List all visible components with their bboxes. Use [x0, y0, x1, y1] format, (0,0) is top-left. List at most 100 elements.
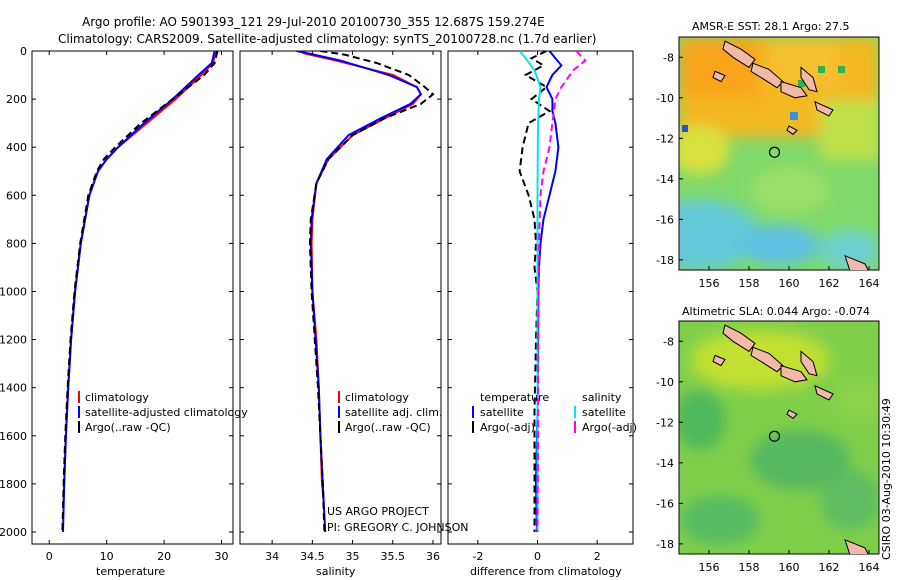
salinity-curves [296, 51, 435, 533]
temperature-curves [61, 51, 219, 533]
legend-label-salinity-satellite: satellite [582, 406, 626, 419]
sla-map-axes: 156 158 160 162 164 -8 -10 -12 -14 -16 -18 [656, 335, 879, 574]
y-tick-label: 2000 [0, 526, 27, 539]
sst-map-features [712, 40, 869, 270]
coastline-shape [722, 324, 756, 353]
legend-group-salinity: salinity [582, 391, 622, 404]
temperature-panel-frame [31, 50, 234, 545]
map-x-tick-label: 160 [779, 277, 800, 290]
legend-label-argo: Argo(..raw -QC) [345, 421, 431, 434]
series-line [62, 51, 216, 533]
salinity-axes: 34 34.5 35 35.5 36 [240, 50, 441, 563]
map-y-tick-label: -12 [656, 132, 674, 145]
series-line [308, 51, 435, 533]
salinity-panel-frame [239, 50, 442, 545]
sla-map-features [712, 324, 869, 554]
legend-label-temperature-argo: Argo(-adj) [480, 421, 535, 434]
temperature-legend: climatology satellite-adjusted climatolo… [78, 391, 248, 434]
y-tick-label: 1800 [0, 478, 27, 491]
figure-title-line2: Climatology: CARS2009. Satellite-adjuste… [58, 32, 596, 46]
coastline-shape [722, 40, 756, 69]
map-y-tick-label: -10 [656, 92, 674, 105]
map-y-tick-label: -18 [656, 254, 674, 267]
map-x-tick-label: 156 [699, 561, 720, 574]
map-x-tick-label: 162 [819, 561, 840, 574]
y-tick-label: 1400 [0, 382, 27, 395]
coastline-shape [814, 100, 834, 117]
legend-label-argo: Argo(..raw -QC) [85, 421, 171, 434]
sst-map-frame [678, 36, 880, 271]
map-x-tick-label: 164 [859, 277, 880, 290]
x-tick-label: 35 [346, 550, 360, 563]
map-y-tick-label: -12 [656, 416, 674, 429]
salinity-legend: climatology satellite adj. clim. Argo(..… [338, 391, 442, 434]
y-tick-label: 1600 [0, 430, 27, 443]
x-tick-label: 10 [100, 550, 114, 563]
difference-panel-frame [447, 50, 634, 545]
sla-map [679, 321, 879, 554]
sst-pixel [790, 112, 798, 120]
salinity-xlabel: salinity [316, 565, 356, 578]
sla-map-frame [678, 320, 880, 555]
timestamp-stamp: CSIRO 03-Aug-2010 10:30:49 [880, 398, 893, 560]
legend-label-salinity-argo: Argo(-adj) [582, 421, 637, 434]
legend-label-climatology: climatology [85, 391, 149, 404]
legend-label-climatology: climatology [345, 391, 409, 404]
project-label: US ARGO PROJECT [327, 505, 429, 518]
map-x-tick-label: 158 [739, 561, 760, 574]
sst-map-title: AMSR-E SST: 28.1 Argo: 27.5 [692, 20, 850, 33]
x-tick-label: 0 [46, 550, 53, 563]
argo-float-marker [768, 146, 781, 158]
difference-curves [518, 51, 587, 533]
x-tick-label: 34.5 [300, 550, 325, 563]
sla-map-title: Altimetric SLA: 0.044 Argo: -0.074 [682, 305, 870, 318]
y-tick-label: 1000 [0, 285, 27, 298]
map-y-tick-label: -16 [656, 497, 674, 510]
sst-pixel [838, 66, 845, 73]
coastline-shape [780, 80, 808, 99]
sst-pixel [818, 66, 825, 73]
y-tick-label: 0 [20, 45, 27, 58]
map-x-tick-label: 160 [779, 561, 800, 574]
legend-label-temperature-satellite: satellite [480, 406, 524, 419]
x-tick-label: -2 [472, 550, 483, 563]
figure-title-line1: Argo profile: AO 5901393_121 29-Jul-2010… [82, 15, 545, 29]
series-line [296, 51, 423, 533]
legend-label-satellite: satellite adj. clim. [345, 406, 442, 419]
argo-float-marker [768, 430, 781, 442]
map-y-tick-label: -16 [656, 213, 674, 226]
series-line [518, 51, 552, 532]
coastline-shape [786, 409, 798, 419]
map-x-tick-label: 158 [739, 277, 760, 290]
map-y-tick-label: -8 [663, 51, 674, 64]
map-y-tick-label: -10 [656, 376, 674, 389]
series-line [534, 51, 563, 533]
temperature-xlabel: temperature [96, 565, 165, 578]
map-x-tick-label: 156 [699, 277, 720, 290]
coastline-shape [712, 70, 726, 83]
difference-xlabel: difference from climatology [470, 565, 622, 578]
x-tick-label: 20 [157, 550, 171, 563]
coastline-shape [814, 384, 834, 401]
y-tick-label: 400 [6, 141, 27, 154]
coastline-shape [800, 66, 818, 93]
coastline-shape [750, 346, 784, 373]
series-line [536, 51, 587, 533]
x-tick-label: 0 [534, 550, 541, 563]
coastline-shape [786, 125, 798, 135]
x-tick-label: 34 [265, 550, 279, 563]
pi-label: PI: GREGORY C. JOHNSON [327, 521, 468, 534]
y-tick-label: 800 [6, 237, 27, 250]
x-tick-label: 35.5 [381, 550, 406, 563]
map-x-tick-label: 162 [819, 277, 840, 290]
sst-pixel [682, 125, 688, 132]
x-tick-label: 30 [215, 550, 229, 563]
coastline-shape [712, 354, 726, 367]
map-x-tick-label: 164 [859, 561, 880, 574]
y-tick-label: 200 [6, 93, 27, 106]
sst-field [679, 37, 879, 270]
sst-map-axes: 156 158 160 162 164 -8 -10 -12 -14 -16 -18 [656, 51, 879, 290]
coastline-shape [844, 538, 869, 554]
difference-legend: temperature salinity satellite Argo(-adj… [472, 391, 637, 434]
